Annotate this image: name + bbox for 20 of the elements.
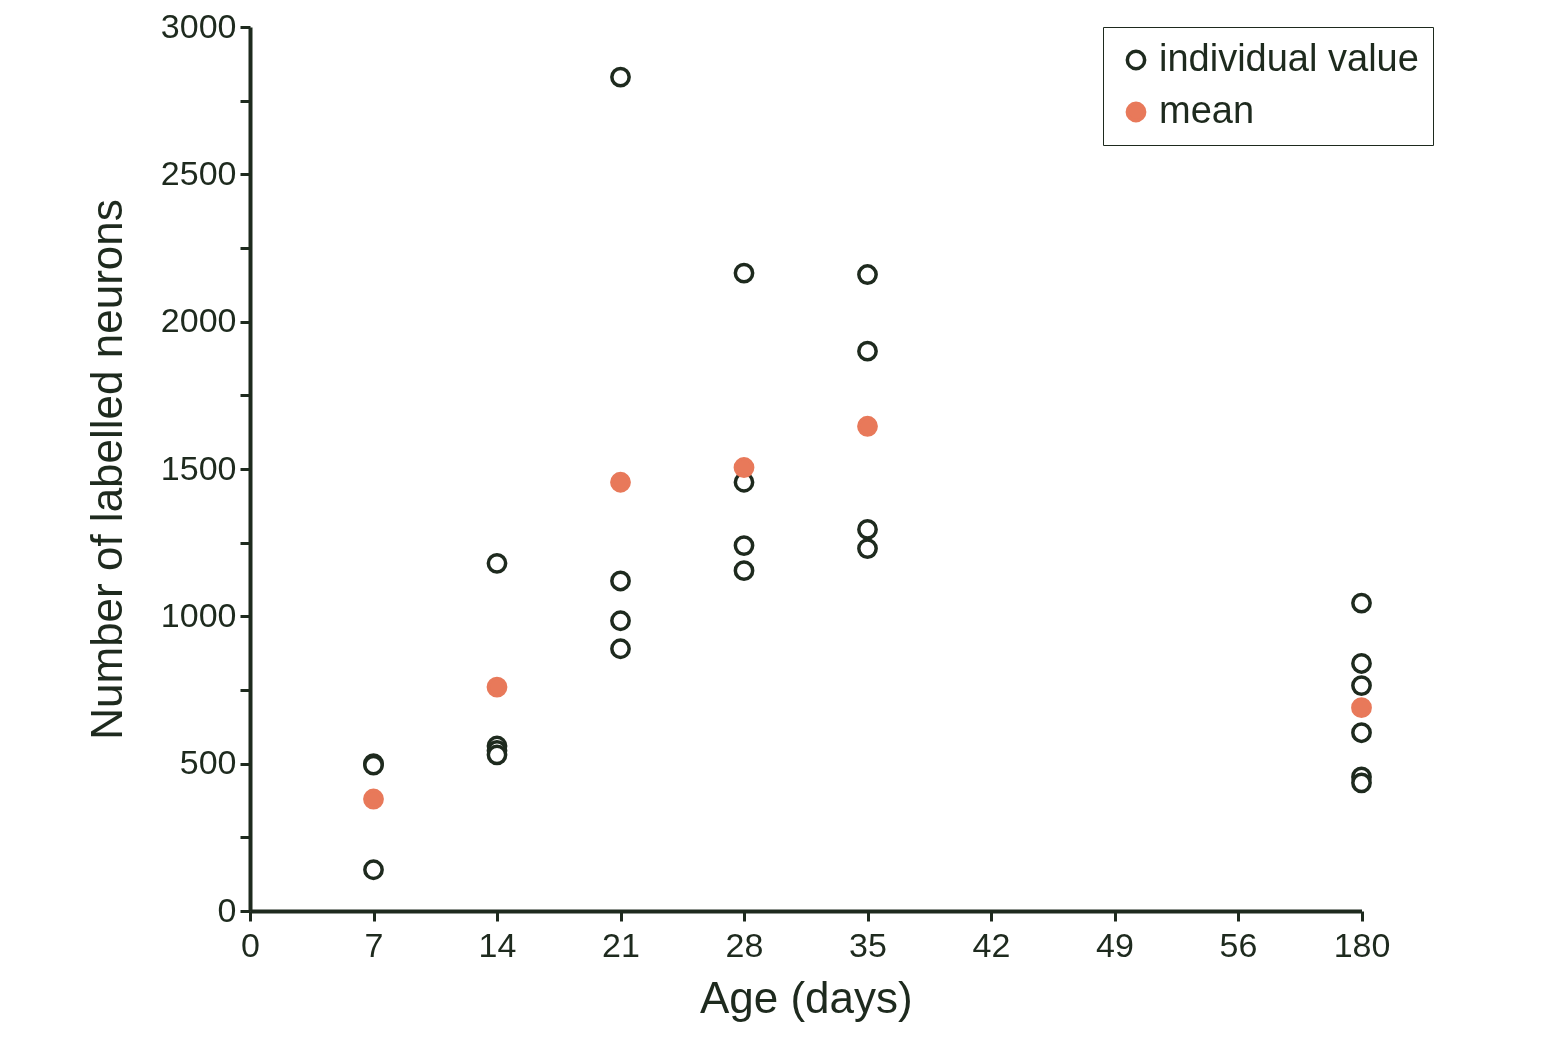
y-tick-label: 2500 <box>160 153 237 192</box>
y-tick-label: 1500 <box>160 448 237 487</box>
x-tick-label: 28 <box>725 925 764 964</box>
y-tick-label: 3000 <box>160 6 237 45</box>
x-tick-label: 180 <box>1333 925 1391 964</box>
x-tick-label: 21 <box>602 925 640 964</box>
x-tick-label: 42 <box>972 925 1011 964</box>
x-tick-label: 35 <box>849 925 887 964</box>
x-tick-label: 56 <box>1219 925 1258 964</box>
y-tick-label: 500 <box>179 743 237 782</box>
y-tick-label: 2000 <box>160 301 237 340</box>
x-tick-label: 14 <box>478 925 517 964</box>
y-tick-label: 0 <box>217 890 237 929</box>
legend-label: mean <box>1159 89 1255 131</box>
x-axis-title: Age (days) <box>699 972 913 1022</box>
y-axis-title: Number of labelled neurons <box>81 199 131 740</box>
legend-label: individual value <box>1159 37 1419 79</box>
x-tick-label: 7 <box>364 925 384 964</box>
x-tick-label: 49 <box>1096 925 1134 964</box>
y-tick-label: 1000 <box>160 595 237 634</box>
